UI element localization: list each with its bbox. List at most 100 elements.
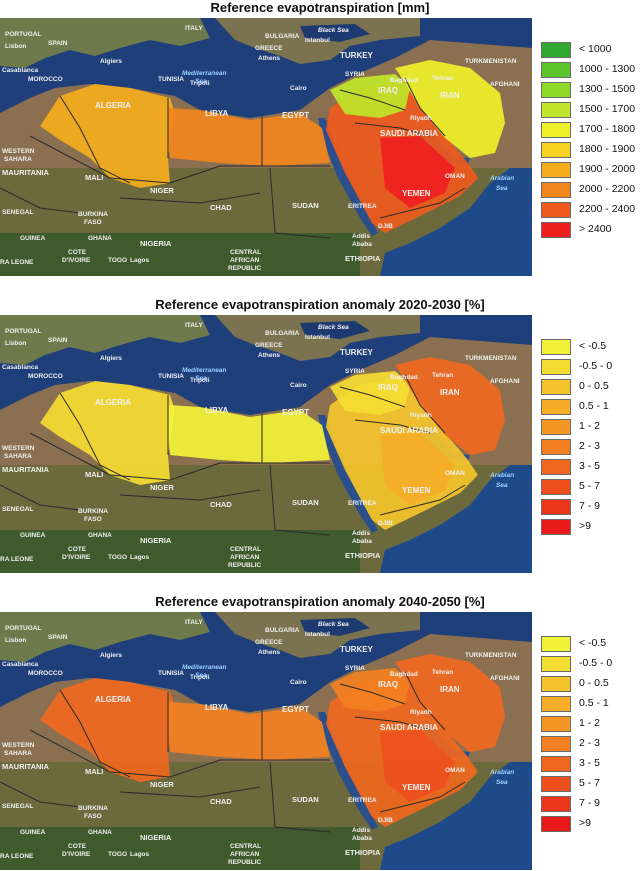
label-egypt: EGYPT — [282, 111, 309, 120]
label-yemen: YEMEN — [402, 189, 431, 198]
label-iraq: IRAQ — [378, 680, 398, 689]
label-chad: CHAD — [210, 797, 232, 806]
legend-label: 1000 - 1300 — [579, 63, 636, 75]
label-morocco: MOROCCO — [28, 670, 63, 677]
legend-label: < -0.5 — [579, 340, 607, 352]
label-spain: SPAIN — [48, 634, 68, 641]
label-ethiopia: ETHIOPIA — [345, 254, 381, 263]
label-casablanca: Casablanca — [2, 364, 39, 371]
region-iran — [395, 60, 505, 158]
label-cairo: Cairo — [290, 679, 307, 686]
label-italy: ITALY — [185, 25, 203, 32]
label-mali: MALI — [85, 173, 103, 182]
legend-label: 0 - 0.5 — [579, 380, 609, 392]
label-guinea: GUINEA — [20, 829, 46, 836]
map-image: PORTUGAL Lisbon SPAIN Algiers Casablanca… — [0, 18, 532, 276]
label-tripoli: Tripoli — [190, 377, 210, 384]
legend-swatch — [541, 399, 571, 415]
legend-item: 1700 - 1800 — [541, 122, 640, 140]
label-lagos: Lagos — [130, 257, 150, 264]
label-turkey: TURKEY — [340, 645, 374, 654]
legend-swatch — [541, 499, 571, 515]
legend-swatch — [541, 776, 571, 792]
legend-item: 1500 - 1700 — [541, 102, 640, 120]
label-istanbul: Istanbul — [305, 37, 330, 44]
black-sea — [300, 24, 370, 42]
label-algeria: ALGERIA — [95, 695, 131, 704]
label-spain: SPAIN — [48, 40, 68, 47]
label-portugal: PORTUGAL — [5, 625, 42, 632]
label-sudan: SUDAN — [292, 498, 319, 507]
legend-label: 2200 - 2400 — [579, 203, 636, 215]
label-iraq: IRAQ — [378, 383, 398, 392]
label-african: AFRICAN — [230, 851, 260, 858]
legend-swatch — [541, 62, 571, 78]
label-yemen: YEMEN — [402, 486, 431, 495]
label-sahara: SAHARA — [4, 156, 32, 163]
label-riyadh: Riyadh — [410, 709, 432, 716]
arabian-sea — [380, 762, 532, 870]
label-spain: SPAIN — [48, 337, 68, 344]
label-lisbon: Lisbon — [5, 43, 26, 50]
legend-swatch — [541, 796, 571, 812]
label-iran: IRAN — [440, 685, 460, 694]
region-maghreb — [40, 84, 175, 188]
legend-swatch — [541, 379, 571, 395]
label-addis: Addis — [352, 827, 370, 834]
legend-swatch — [541, 519, 571, 535]
legend-label: >9 — [579, 817, 591, 829]
legend-item: >9 — [541, 816, 640, 834]
legend-swatch — [541, 222, 571, 238]
label-turkmenistan: TURKMENISTAN — [465, 355, 517, 362]
legend-swatch — [541, 82, 571, 98]
map-image: PORTUGAL Lisbon SPAIN Algiers Casablanca… — [0, 315, 532, 573]
black-sea — [300, 618, 370, 636]
label-republic: REPUBLIC — [228, 562, 262, 569]
label-algiers: Algiers — [100, 355, 122, 362]
region-libya-egypt — [168, 108, 330, 166]
region-hotspot — [380, 730, 455, 802]
legend-swatch — [541, 756, 571, 772]
label-italy: ITALY — [185, 322, 203, 329]
label-tehran: Tehran — [432, 75, 453, 82]
label-syria: SYRIA — [345, 368, 365, 375]
legend-label: 7 - 9 — [579, 797, 601, 809]
label-sierra-leone: RA LEONE — [0, 556, 34, 563]
label-iran: IRAN — [440, 388, 460, 397]
legend-label: 0 - 0.5 — [579, 677, 609, 689]
label-nigeria: NIGERIA — [140, 833, 172, 842]
label-baghdad: Baghdad — [390, 77, 418, 84]
legend-item: 2 - 3 — [541, 439, 640, 457]
legend-swatch — [541, 42, 571, 58]
label-niger: NIGER — [150, 483, 174, 492]
legend-label: 2 - 3 — [579, 737, 601, 749]
label-mali: MALI — [85, 767, 103, 776]
label-egypt: EGYPT — [282, 705, 309, 714]
label-tripoli: Tripoli — [190, 80, 210, 87]
label-divoire: D'IVOIRE — [62, 851, 91, 858]
label-cote: COTE — [68, 249, 87, 256]
region-libya-egypt — [168, 702, 330, 760]
label-djibouti: DJIB — [378, 817, 393, 824]
label-greece: GREECE — [255, 45, 283, 52]
legend-label: 5 - 7 — [579, 480, 601, 492]
label-ethiopia: ETHIOPIA — [345, 848, 381, 857]
label-arabian-2: Sea — [496, 779, 508, 786]
label-mediterranean-2: Sea — [195, 78, 207, 85]
label-central: CENTRAL — [230, 249, 261, 256]
data-overlay — [40, 60, 505, 233]
label-ghana: GHANA — [88, 532, 112, 539]
legend-item: 0.5 - 1 — [541, 399, 640, 417]
panel-title: Reference evapotranspiration anomaly 202… — [155, 297, 485, 312]
label-tripoli: Tripoli — [190, 674, 210, 681]
label-cairo: Cairo — [290, 382, 307, 389]
label-faso: FASO — [84, 516, 102, 523]
label-central: CENTRAL — [230, 843, 261, 850]
legend-label: > 2400 — [579, 223, 612, 235]
label-athens: Athens — [258, 649, 280, 656]
label-central: CENTRAL — [230, 546, 261, 553]
forest-belt — [0, 827, 360, 870]
label-black-sea: Black Sea — [318, 621, 349, 628]
label-burkina: BURKINA — [78, 508, 108, 515]
label-djibouti: DJIB — [378, 223, 393, 230]
